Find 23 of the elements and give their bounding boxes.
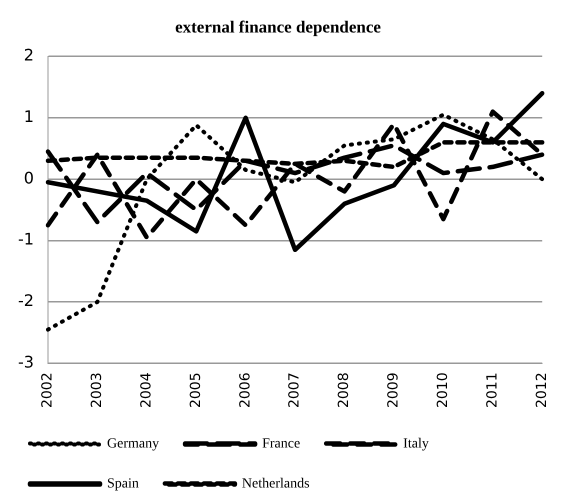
- chart-title: external finance dependence: [175, 18, 382, 37]
- y-tick-label: -3: [18, 352, 34, 372]
- x-tick-label: 2007: [286, 372, 303, 408]
- x-tick-label: 2002: [40, 372, 56, 408]
- x-tick-label: 2009: [386, 372, 402, 408]
- y-tick-label: 2: [24, 46, 34, 65]
- legend-label: Spain: [107, 476, 139, 492]
- x-tick-label: 2006: [237, 372, 254, 408]
- legend-label: Italy: [403, 436, 429, 452]
- legend-label: France: [262, 436, 300, 452]
- y-tick-label: -1: [18, 230, 34, 249]
- y-tick-label: 0: [24, 168, 34, 188]
- x-tick-label: 2010: [434, 372, 451, 408]
- y-tick-label: 1: [24, 106, 34, 126]
- x-tick-label: 2012: [534, 372, 550, 408]
- x-tick-label: 2003: [89, 372, 106, 408]
- y-tick-label: -2: [18, 291, 34, 310]
- x-tick-label: 2004: [138, 372, 154, 408]
- x-tick-label: 2011: [484, 372, 500, 408]
- x-tick-label: 2008: [336, 372, 352, 408]
- legend-label: Germany: [107, 436, 160, 452]
- legend-label: Netherlands: [242, 476, 310, 492]
- x-tick-label: 2005: [188, 372, 204, 408]
